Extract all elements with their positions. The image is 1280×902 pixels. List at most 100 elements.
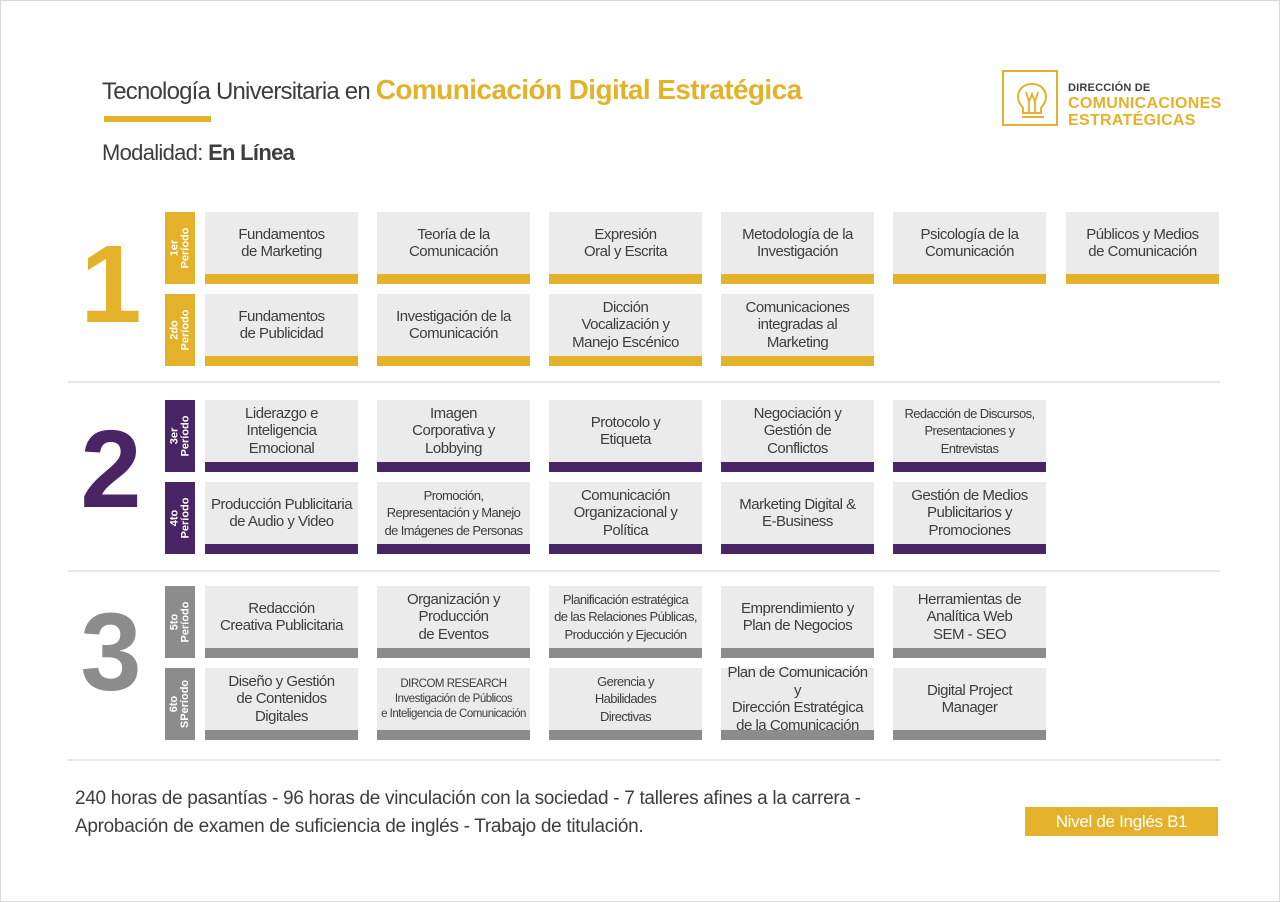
course-color-bar bbox=[1066, 274, 1219, 284]
course-card: Plan de Comunicación y Dirección Estraté… bbox=[721, 664, 874, 740]
course-title: Redacción Creativa Publicitaria bbox=[220, 599, 343, 635]
year-divider-1 bbox=[68, 381, 1220, 383]
dircom-logo: DIRECCIÓN DE COMUNICACIONES ESTRATÉGICAS bbox=[1002, 70, 1242, 130]
course-title: Expresión Oral y Escrita bbox=[583, 225, 668, 261]
year-number-1: 1 bbox=[80, 223, 142, 346]
lightbulb-icon bbox=[1016, 82, 1048, 118]
course-color-bar bbox=[377, 274, 530, 284]
title-prefix: Tecnología Universitaria en bbox=[102, 78, 371, 105]
course-color-bar bbox=[893, 544, 1046, 554]
course-title: Marketing Digital & E-Business bbox=[739, 495, 856, 531]
course-color-bar bbox=[721, 730, 874, 740]
course-title: Investigación de la Comunicación bbox=[396, 307, 511, 343]
course-title: Digital Project Manager bbox=[926, 681, 1013, 717]
period-tab-3: 3er Período bbox=[165, 400, 195, 472]
course-card: Teoría de la Comunicación bbox=[377, 212, 530, 284]
period-tab-4: 4to Período bbox=[165, 482, 195, 554]
course-color-bar bbox=[721, 356, 874, 366]
course-title: Promoción, Representación y Manejo de Im… bbox=[384, 487, 524, 538]
period-label-5: 5to Período bbox=[168, 601, 192, 643]
course-card: Herramientas de Analítica Web SEM - SEO bbox=[893, 586, 1046, 658]
course-card: Redacción Creativa Publicitaria bbox=[205, 586, 358, 658]
course-card: Liderazgo e Inteligencia Emocional bbox=[205, 400, 358, 472]
course-card: Producción Publicitaria de Audio y Video bbox=[205, 482, 358, 554]
course-card: Promoción, Representación y Manejo de Im… bbox=[377, 482, 530, 554]
course-title: Gestión de Medios Publicitarios y Promoc… bbox=[911, 486, 1028, 539]
course-title: Teoría de la Comunicación bbox=[408, 225, 499, 261]
course-card: Gestión de Medios Publicitarios y Promoc… bbox=[893, 482, 1046, 554]
course-title: Herramientas de Analítica Web SEM - SEO bbox=[917, 590, 1022, 643]
modality-label: Modalidad: bbox=[102, 140, 203, 165]
course-title: Redacción de Discursos, Presentaciones y… bbox=[904, 405, 1036, 456]
period-tab-1: 1er Período bbox=[165, 212, 195, 284]
course-color-bar bbox=[549, 462, 702, 472]
course-title: Planificación estratégica de las Relacio… bbox=[554, 591, 697, 642]
course-color-bar bbox=[377, 544, 530, 554]
course-card: Públicos y Medios de Comunicación bbox=[1066, 212, 1219, 284]
course-color-bar bbox=[721, 544, 874, 554]
title-accent: Comunicación Digital Estratégica bbox=[375, 74, 802, 105]
course-card: Investigación de la Comunicación bbox=[377, 294, 530, 366]
course-color-bar bbox=[893, 648, 1046, 658]
year-divider-2 bbox=[68, 570, 1220, 572]
course-card: Comunicaciones integradas al Marketing bbox=[721, 294, 874, 366]
course-card: Diseño y Gestión de Contenidos Digitales bbox=[205, 668, 358, 740]
course-color-bar bbox=[721, 462, 874, 472]
course-title: Protocolo y Etiqueta bbox=[590, 413, 661, 449]
course-card: Gerencia y Habilidades Directivas bbox=[549, 668, 702, 740]
period-tab-6: 6to SPeríodo bbox=[165, 668, 195, 740]
course-title: Metodología de la Investigación bbox=[742, 225, 853, 261]
course-color-bar bbox=[205, 462, 358, 472]
course-card: Organización y Producción de Eventos bbox=[377, 586, 530, 658]
course-color-bar bbox=[549, 730, 702, 740]
course-color-bar bbox=[205, 356, 358, 366]
course-color-bar bbox=[205, 730, 358, 740]
course-color-bar bbox=[377, 356, 530, 366]
course-color-bar bbox=[549, 274, 702, 284]
period-label-3: 3er Período bbox=[168, 415, 192, 457]
period-tab-2: 2do Período bbox=[165, 294, 195, 366]
period-label-1: 1er Período bbox=[168, 227, 192, 269]
english-level-badge: Nivel de Inglés B1 bbox=[1025, 807, 1218, 836]
course-card: Metodología de la Investigación bbox=[721, 212, 874, 284]
course-title: Diseño y Gestión de Contenidos Digitales bbox=[228, 672, 335, 725]
course-card: Digital Project Manager bbox=[893, 668, 1046, 740]
course-title: Producción Publicitaria de Audio y Video bbox=[210, 495, 353, 531]
footer-requirements-line-1: 240 horas de pasantías - 96 horas de vin… bbox=[75, 788, 861, 809]
course-color-bar bbox=[377, 730, 530, 740]
course-card: Psicología de la Comunicación bbox=[893, 212, 1046, 284]
logo-line-1: COMUNICACIONES bbox=[1068, 95, 1222, 112]
course-card: Fundamentos de Publicidad bbox=[205, 294, 358, 366]
modality-line: Modalidad: En Línea bbox=[102, 140, 295, 166]
year-number-3: 3 bbox=[80, 591, 142, 714]
course-title: Liderazgo e Inteligencia Emocional bbox=[245, 404, 318, 457]
course-title: Dicción Vocalización y Manejo Escénico bbox=[572, 298, 679, 351]
course-title: Fundamentos de Marketing bbox=[238, 225, 325, 261]
course-card: Comunicación Organizacional y Política bbox=[549, 482, 702, 554]
course-color-bar bbox=[549, 356, 702, 366]
course-color-bar bbox=[721, 274, 874, 284]
course-title: Públicos y Medios de Comunicación bbox=[1086, 225, 1199, 261]
period-label-2: 2do Período bbox=[168, 309, 192, 351]
course-color-bar bbox=[549, 544, 702, 554]
logo-line-2: ESTRATÉGICAS bbox=[1068, 112, 1196, 129]
course-color-bar bbox=[549, 648, 702, 658]
course-color-bar bbox=[893, 462, 1046, 472]
course-title: Fundamentos de Publicidad bbox=[238, 307, 325, 343]
course-card: Redacción de Discursos, Presentaciones y… bbox=[893, 400, 1046, 472]
course-color-bar bbox=[205, 648, 358, 658]
modality-value: En Línea bbox=[208, 140, 295, 165]
logo-frame bbox=[1002, 70, 1058, 126]
course-title: Plan de Comunicación y Dirección Estraté… bbox=[727, 664, 868, 734]
course-card: Planificación estratégica de las Relacio… bbox=[549, 586, 702, 658]
course-color-bar bbox=[893, 730, 1046, 740]
course-card: DIRCOM RESEARCH Investigación de Público… bbox=[377, 668, 530, 740]
course-title: Comunicación Organizacional y Política bbox=[573, 486, 678, 539]
period-tab-5: 5to Período bbox=[165, 586, 195, 658]
course-color-bar bbox=[205, 544, 358, 554]
course-title: Negociación y Gestión de Conflictos bbox=[753, 404, 842, 457]
course-card: Expresión Oral y Escrita bbox=[549, 212, 702, 284]
course-title: Comunicaciones integradas al Marketing bbox=[745, 298, 850, 351]
course-color-bar bbox=[205, 274, 358, 284]
course-card: Marketing Digital & E-Business bbox=[721, 482, 874, 554]
